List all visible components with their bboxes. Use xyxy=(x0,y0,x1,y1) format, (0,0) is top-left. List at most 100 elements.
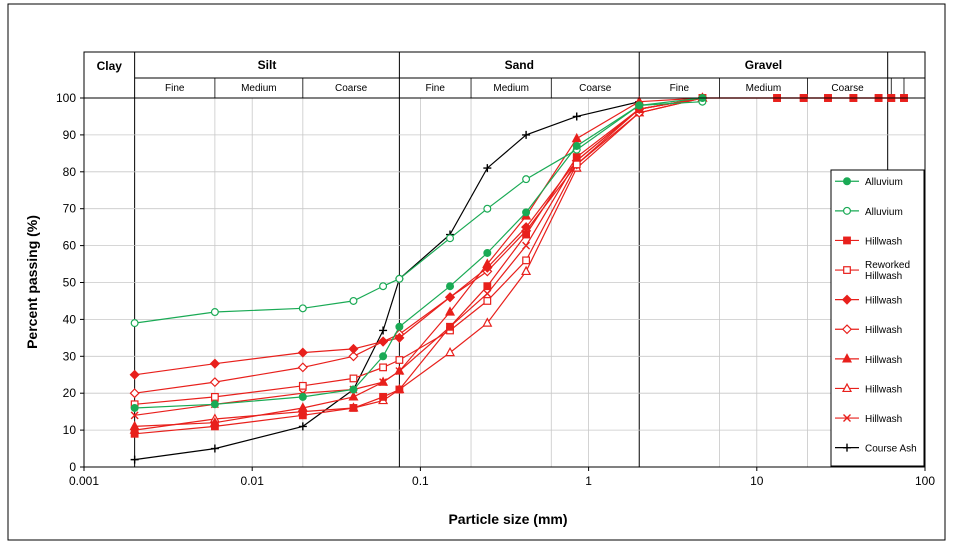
class-label: Silt xyxy=(258,58,277,72)
data-point xyxy=(444,292,456,303)
data-point xyxy=(348,343,359,354)
data-point xyxy=(378,376,389,386)
legend-item: Hillwash xyxy=(835,236,902,247)
subclass-label: Medium xyxy=(746,83,782,94)
legend-marker xyxy=(843,266,851,274)
subclass-label: Medium xyxy=(241,83,277,94)
data-point xyxy=(129,369,140,380)
legend-marker xyxy=(842,177,851,186)
data-point xyxy=(298,392,307,401)
data-point xyxy=(297,362,308,373)
data-point xyxy=(571,132,582,143)
data-point xyxy=(483,289,492,298)
data-point xyxy=(298,411,307,420)
data-point xyxy=(298,422,307,431)
data-point xyxy=(445,306,456,316)
series-line xyxy=(134,97,703,431)
legend-label: Hillwash xyxy=(865,384,902,395)
data-point xyxy=(210,444,219,453)
data-point xyxy=(446,282,455,291)
data-point xyxy=(395,322,404,331)
data-point xyxy=(129,420,140,431)
subclass-label: Coarse xyxy=(831,83,864,94)
series-line xyxy=(134,97,703,376)
legend: Alluvium Alluvium Hillwash Reworked Hillwash… xyxy=(830,169,925,467)
legend-label: Course Ash xyxy=(865,444,917,455)
data-point xyxy=(298,381,307,390)
data-point xyxy=(483,248,492,257)
data-point xyxy=(348,391,359,401)
series-line xyxy=(134,101,703,324)
data-point xyxy=(349,296,358,305)
legend-item: Hillwash xyxy=(835,353,902,366)
subclass-label: Fine xyxy=(425,83,445,94)
legend-marker xyxy=(842,206,851,215)
data-point xyxy=(446,322,454,331)
data-point xyxy=(445,346,456,357)
y-tick-label: 100 xyxy=(56,91,76,105)
axis-ticks: 0.001 0.01 0.1 1 10 100 0 10 20 30 40 50 60 70 80 90 100 xyxy=(56,91,935,488)
legend-item: Hillwash xyxy=(835,294,902,307)
data-point xyxy=(394,365,405,375)
chart-border xyxy=(7,3,946,541)
legend-marker xyxy=(843,414,851,423)
x-tick-label: 0.001 xyxy=(69,474,99,488)
x-tick-label: 100 xyxy=(915,474,935,488)
data-point xyxy=(379,326,388,335)
legend-label: Alluvium xyxy=(865,207,903,218)
data-point xyxy=(379,282,388,291)
y-tick-label: 40 xyxy=(63,312,77,326)
y-tick-label: 70 xyxy=(63,202,77,216)
y-tick-label: 80 xyxy=(63,165,77,179)
legend-marker xyxy=(843,236,851,245)
data-point xyxy=(348,351,359,362)
data-point xyxy=(298,304,307,313)
data-point xyxy=(210,392,219,401)
data-point xyxy=(483,204,492,213)
legend-label: Alluvium xyxy=(865,177,903,188)
data-point xyxy=(572,141,581,150)
x-tick-label: 0.1 xyxy=(412,474,429,488)
legend-item: Alluvium xyxy=(835,177,903,188)
x-tick-label: 10 xyxy=(750,474,764,488)
data-point xyxy=(297,347,308,358)
data-point xyxy=(130,411,139,420)
series-group xyxy=(129,92,908,464)
data-point xyxy=(395,274,404,283)
x-tick-label: 0.01 xyxy=(241,474,265,488)
data-point xyxy=(130,429,139,438)
data-point xyxy=(521,265,532,276)
series-line xyxy=(134,97,703,416)
data-point xyxy=(572,160,581,169)
legend-item: Hillwash xyxy=(835,414,902,425)
legend-marker xyxy=(841,382,853,393)
data-point xyxy=(522,256,530,265)
data-point xyxy=(482,317,493,327)
subclass-label: Coarse xyxy=(335,83,368,94)
data-point xyxy=(349,374,358,383)
series-line xyxy=(134,101,640,461)
data-point xyxy=(572,153,581,161)
subclass-label: Coarse xyxy=(579,83,612,94)
plot-area xyxy=(83,97,926,468)
data-point xyxy=(129,388,140,399)
legend-marker xyxy=(841,294,853,305)
data-point xyxy=(379,363,387,372)
series-1 xyxy=(130,93,707,412)
class-label: Sand xyxy=(505,58,534,72)
series-line xyxy=(134,97,703,427)
x-axis-label: Particle size (mm) xyxy=(448,511,567,527)
class-label: Gravel xyxy=(745,58,782,72)
legend-marker xyxy=(843,443,851,452)
y-axis-label: Percent passing (%) xyxy=(24,215,40,349)
legend-item: Hillwash xyxy=(835,324,902,336)
y-tick-label: 50 xyxy=(63,276,77,290)
data-point xyxy=(522,175,531,184)
data-point xyxy=(379,352,388,361)
legend-item: Hillwash xyxy=(835,382,902,395)
data-point xyxy=(349,404,358,412)
legend-marker xyxy=(841,324,853,335)
data-point xyxy=(522,130,531,139)
data-point xyxy=(522,241,531,250)
series-line xyxy=(134,97,904,405)
